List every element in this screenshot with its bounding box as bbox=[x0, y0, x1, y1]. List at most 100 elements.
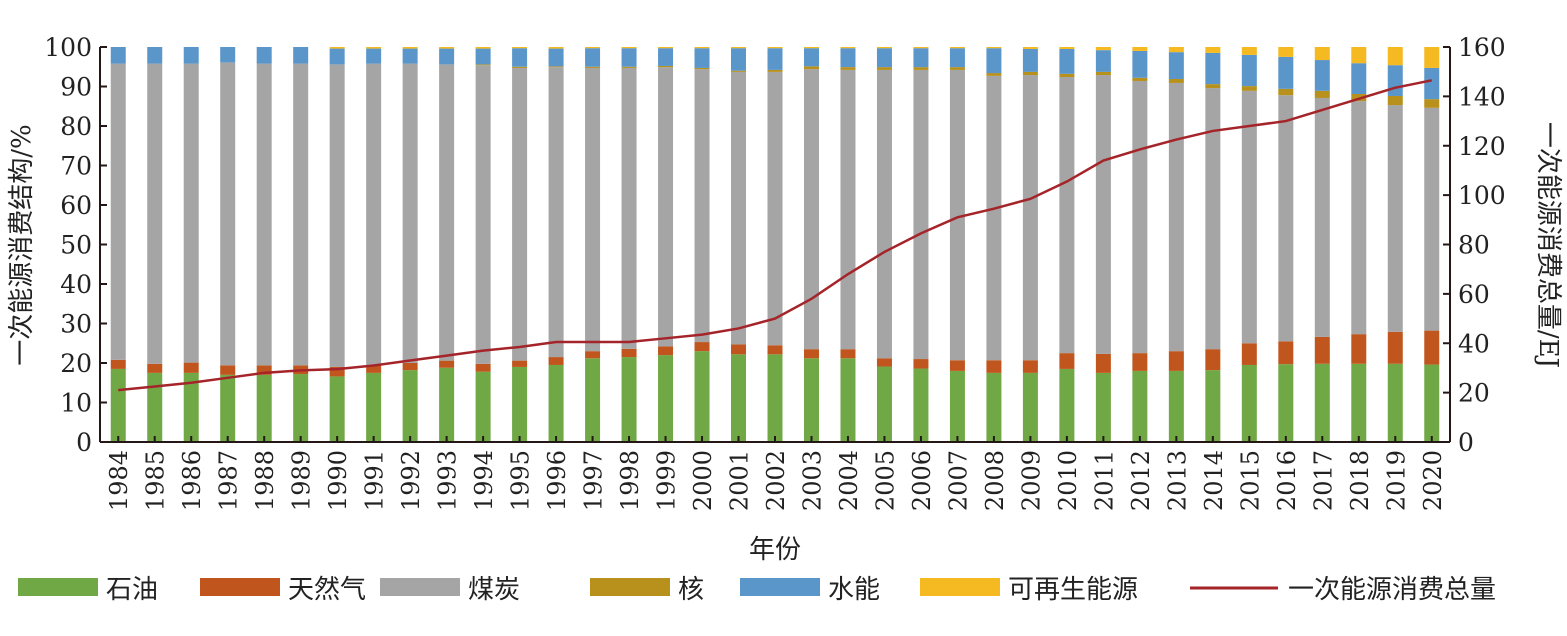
bar-segment-2009-4 bbox=[1022, 48, 1038, 72]
bar-segment-2019-5 bbox=[1387, 47, 1403, 66]
bar-segment-1999-4 bbox=[658, 48, 674, 66]
bar-segment-1988-2 bbox=[256, 63, 272, 366]
bar-segment-2016-2 bbox=[1278, 95, 1294, 342]
bar-segment-1995-1 bbox=[512, 360, 528, 367]
bar-segment-2015-4 bbox=[1241, 54, 1257, 87]
bar-segment-2001-5 bbox=[731, 47, 747, 49]
bar-segment-2003-4 bbox=[803, 48, 819, 67]
bar-segment-2013-5 bbox=[1168, 47, 1184, 53]
bar-segment-2012-1 bbox=[1132, 353, 1148, 371]
bar-segment-1998-2 bbox=[621, 67, 637, 349]
bar-segment-2003-0 bbox=[803, 358, 819, 442]
x-tick-label: 1995 bbox=[507, 450, 535, 511]
x-tick-label: 1987 bbox=[215, 450, 243, 511]
bar-segment-2012-4 bbox=[1132, 50, 1148, 78]
bar-segment-2014-1 bbox=[1205, 349, 1221, 371]
bar-segment-2005-4 bbox=[876, 48, 892, 68]
x-tick-label: 2009 bbox=[1017, 450, 1045, 511]
bar-segment-2011-4 bbox=[1095, 50, 1111, 72]
bar-segment-2000-2 bbox=[694, 69, 710, 343]
bar-segment-2014-3 bbox=[1205, 84, 1221, 89]
bar-segment-2014-2 bbox=[1205, 88, 1221, 350]
bar-segment-2017-2 bbox=[1314, 97, 1330, 337]
y-tick-label: 80 bbox=[60, 112, 92, 141]
y-tick-label: 40 bbox=[60, 270, 92, 299]
bar-segment-2013-0 bbox=[1168, 370, 1184, 442]
bar-segment-2004-1 bbox=[840, 349, 856, 359]
y2-tick-label: 80 bbox=[1458, 231, 1490, 260]
bar-segment-1990-0 bbox=[329, 376, 345, 442]
legend-swatch-4 bbox=[740, 578, 820, 596]
bar-segment-1994-5 bbox=[475, 47, 491, 49]
bar-segment-2003-3 bbox=[803, 66, 819, 70]
bar-segment-1984-0 bbox=[110, 368, 126, 442]
legend-label-5: 可再生能源 bbox=[1008, 575, 1138, 605]
x-tick-label: 2007 bbox=[944, 450, 972, 511]
bar-segment-2008-0 bbox=[986, 372, 1002, 442]
bar-segment-1999-1 bbox=[658, 346, 674, 356]
x-tick-label: 2020 bbox=[1419, 450, 1447, 511]
y2-tick-label: 40 bbox=[1458, 329, 1490, 358]
bar-segment-2010-2 bbox=[1059, 77, 1075, 354]
bar-segment-1994-3 bbox=[475, 64, 491, 66]
x-tick-label: 1998 bbox=[616, 450, 644, 511]
bar-segment-2004-5 bbox=[840, 47, 856, 49]
bar-segment-2005-0 bbox=[876, 366, 892, 442]
bar-segment-2018-5 bbox=[1351, 47, 1367, 64]
bar-segment-1993-5 bbox=[439, 47, 455, 49]
bar-segment-2013-4 bbox=[1168, 52, 1184, 79]
bar-segment-2002-0 bbox=[767, 354, 783, 442]
legend-label-2: 煤炭 bbox=[468, 575, 520, 605]
x-tick-label: 2008 bbox=[981, 450, 1009, 511]
bar-segment-2002-1 bbox=[767, 345, 783, 355]
bar-segment-2017-4 bbox=[1314, 60, 1330, 91]
bar-segment-2018-0 bbox=[1351, 363, 1367, 442]
bar-segment-1984-1 bbox=[110, 359, 126, 369]
bar-segment-1992-2 bbox=[402, 63, 418, 364]
bar-segment-1991-1 bbox=[366, 365, 382, 373]
x-tick-label: 2011 bbox=[1090, 450, 1118, 511]
bar-segment-1992-5 bbox=[402, 47, 418, 49]
bar-segment-2008-2 bbox=[986, 75, 1002, 361]
bar-segment-1993-2 bbox=[439, 64, 455, 361]
legend-swatch-1 bbox=[200, 578, 280, 596]
x-tick-label: 2015 bbox=[1236, 450, 1264, 511]
bar-segment-1997-5 bbox=[585, 47, 601, 49]
y2-tick-label: 60 bbox=[1458, 280, 1490, 309]
bar-segment-2012-2 bbox=[1132, 80, 1148, 354]
bar-segment-2013-2 bbox=[1168, 82, 1184, 352]
bar-segment-2015-0 bbox=[1241, 364, 1257, 442]
x-tick-label: 2005 bbox=[871, 450, 899, 511]
bar-segment-2009-3 bbox=[1022, 71, 1038, 76]
bar-segment-1995-5 bbox=[512, 47, 528, 49]
bar-segment-2013-3 bbox=[1168, 78, 1184, 83]
x-tick-label: 1992 bbox=[397, 450, 425, 511]
bar-segment-2003-5 bbox=[803, 47, 819, 49]
bar-segment-2001-3 bbox=[731, 70, 747, 72]
y2-tick-label: 140 bbox=[1458, 82, 1506, 111]
bar-segment-1992-0 bbox=[402, 370, 418, 442]
bar-segment-1991-2 bbox=[366, 63, 382, 366]
y2-axis-label: 一次能源消费总量/EJ bbox=[1533, 122, 1563, 368]
x-tick-label: 2014 bbox=[1200, 450, 1228, 511]
bar-segment-1997-3 bbox=[585, 66, 601, 68]
bar-segment-2015-1 bbox=[1241, 343, 1257, 365]
bar-segment-1997-2 bbox=[585, 67, 601, 352]
bar-segment-1987-0 bbox=[220, 374, 236, 442]
bar-segment-2000-5 bbox=[694, 47, 710, 49]
bar-segment-1991-5 bbox=[366, 47, 382, 49]
x-tick-label: 1990 bbox=[324, 450, 352, 511]
bar-segment-2006-0 bbox=[913, 368, 929, 442]
bar-segment-1998-0 bbox=[621, 357, 637, 442]
x-tick-label: 1985 bbox=[142, 450, 170, 511]
bar-segment-2008-5 bbox=[986, 47, 1002, 49]
bar-segment-2008-1 bbox=[986, 360, 1002, 373]
bar-segment-2014-4 bbox=[1205, 52, 1221, 85]
bar-segment-2017-5 bbox=[1314, 47, 1330, 61]
bar-segment-2018-2 bbox=[1351, 101, 1367, 335]
bar-segment-1991-4 bbox=[366, 48, 382, 64]
bar-segment-2018-4 bbox=[1351, 63, 1367, 95]
bar-segment-1999-3 bbox=[658, 65, 674, 68]
bar-segment-1985-0 bbox=[147, 372, 163, 442]
